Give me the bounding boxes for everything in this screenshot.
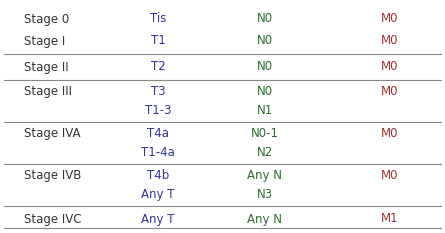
Text: M0: M0 <box>380 169 398 182</box>
Text: Stage IVB: Stage IVB <box>24 169 82 182</box>
Text: N0: N0 <box>257 85 273 98</box>
Text: N0: N0 <box>257 34 273 48</box>
Text: N0: N0 <box>257 13 273 25</box>
Text: N0: N0 <box>257 61 273 73</box>
Text: M0: M0 <box>380 85 398 98</box>
Text: Any T: Any T <box>141 188 175 201</box>
Text: M0: M0 <box>380 34 398 48</box>
Text: Any N: Any N <box>247 212 282 226</box>
Text: M0: M0 <box>380 61 398 73</box>
Text: M1: M1 <box>380 212 398 226</box>
Text: N1: N1 <box>257 104 273 117</box>
Text: Any N: Any N <box>247 169 282 182</box>
Text: N3: N3 <box>257 188 273 201</box>
Text: T2: T2 <box>150 61 166 73</box>
Text: Stage III: Stage III <box>24 85 73 98</box>
Text: T4b: T4b <box>147 169 169 182</box>
Text: T3: T3 <box>151 85 165 98</box>
Text: Tis: Tis <box>150 13 166 25</box>
Text: N2: N2 <box>257 146 273 159</box>
Text: Any T: Any T <box>141 212 175 226</box>
Text: T4a: T4a <box>147 127 169 140</box>
Text: T1-4a: T1-4a <box>141 146 175 159</box>
Text: T1: T1 <box>150 34 166 48</box>
Text: Stage 0: Stage 0 <box>24 13 70 25</box>
Text: N0-1: N0-1 <box>251 127 279 140</box>
Text: M0: M0 <box>380 13 398 25</box>
Text: M0: M0 <box>380 127 398 140</box>
Text: T1-3: T1-3 <box>145 104 171 117</box>
Text: Stage I: Stage I <box>24 34 66 48</box>
Text: Stage II: Stage II <box>24 61 69 73</box>
Text: Stage IVC: Stage IVC <box>24 212 82 226</box>
Text: Stage IVA: Stage IVA <box>24 127 81 140</box>
